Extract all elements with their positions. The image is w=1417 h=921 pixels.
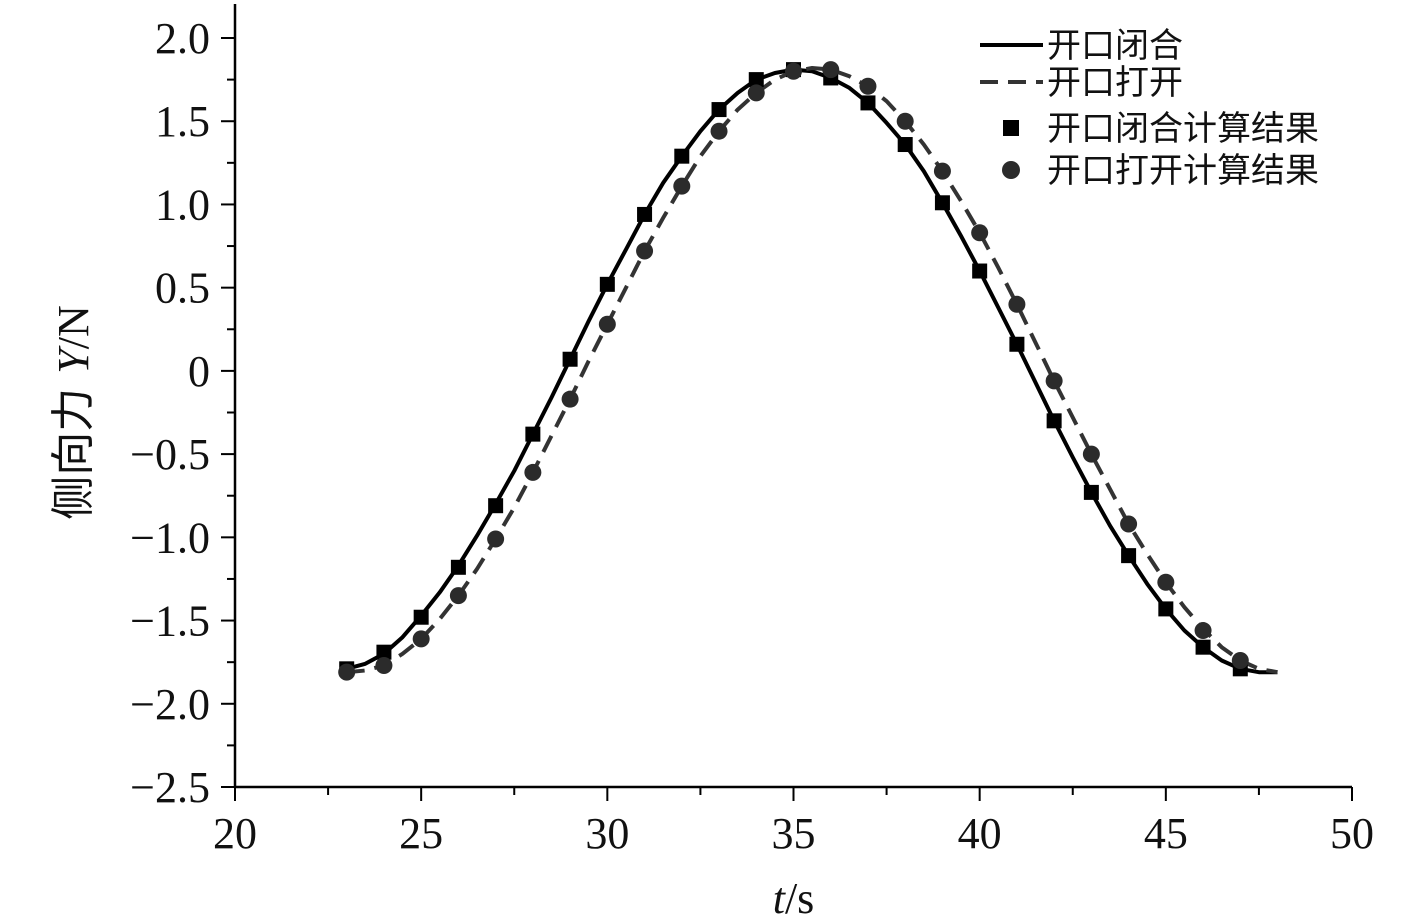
data-point-square bbox=[897, 137, 913, 153]
series-line bbox=[346, 66, 1278, 675]
data-point-circle bbox=[338, 663, 356, 681]
data-point-square bbox=[376, 644, 392, 660]
legend-label: 开口打开 bbox=[1047, 63, 1183, 103]
data-point-circle bbox=[1082, 445, 1100, 463]
data-point-square bbox=[599, 276, 615, 292]
data-point-circle bbox=[673, 177, 691, 195]
x-tick-label: 40 bbox=[958, 809, 1002, 858]
x-tick-label: 45 bbox=[1144, 809, 1188, 858]
data-point-square bbox=[934, 195, 950, 211]
data-point-circle bbox=[598, 315, 616, 333]
series-3 bbox=[339, 62, 1248, 677]
y-tick-label: 1.0 bbox=[155, 180, 210, 229]
y-tick-label: −0.5 bbox=[130, 430, 210, 479]
data-point-square bbox=[972, 263, 988, 279]
series-1 bbox=[346, 67, 1278, 675]
data-point-square bbox=[450, 559, 466, 575]
legend-label: 开口打开计算结果 bbox=[1047, 151, 1319, 191]
data-point-square bbox=[413, 609, 429, 625]
x-axis-title-var: t bbox=[773, 874, 787, 921]
x-axis-title: t/s bbox=[773, 874, 815, 921]
data-point-circle bbox=[785, 62, 802, 80]
data-point-circle bbox=[933, 162, 951, 180]
y-tick-label: 1.5 bbox=[155, 97, 210, 146]
data-point-square bbox=[1195, 639, 1211, 655]
legend-item: 开口打开 bbox=[980, 63, 1183, 103]
legend-swatch bbox=[1003, 120, 1019, 136]
legend-label: 开口闭合计算结果 bbox=[1047, 109, 1319, 149]
data-point-square bbox=[488, 498, 504, 514]
y-axis-title-label: 侧向力 bbox=[48, 374, 99, 520]
data-point-circle bbox=[412, 630, 430, 648]
data-point-circle bbox=[747, 84, 765, 102]
y-tick-label: 2.0 bbox=[155, 14, 210, 63]
series-4 bbox=[338, 61, 1249, 681]
data-point-circle bbox=[561, 390, 579, 408]
data-point-square bbox=[525, 426, 541, 442]
data-point-square bbox=[674, 148, 690, 164]
legend-label: 开口闭合 bbox=[1047, 26, 1183, 66]
data-point-square bbox=[1009, 336, 1025, 352]
y-tick-label: 0 bbox=[188, 347, 210, 396]
legend-swatch bbox=[1002, 161, 1020, 179]
data-point-circle bbox=[971, 224, 989, 242]
y-tick-label: −1.0 bbox=[130, 513, 210, 562]
x-tick-label: 30 bbox=[585, 809, 629, 858]
data-point-circle bbox=[1231, 652, 1249, 670]
data-point-circle bbox=[1120, 515, 1138, 533]
series-2 bbox=[346, 66, 1278, 675]
data-point-square bbox=[748, 72, 764, 88]
plot-area bbox=[338, 61, 1278, 681]
data-point-square bbox=[860, 95, 876, 111]
data-point-square bbox=[562, 351, 578, 367]
data-point-square bbox=[1083, 484, 1099, 500]
data-point-square bbox=[637, 206, 653, 222]
data-point-square bbox=[1121, 548, 1137, 564]
data-point-circle bbox=[1157, 573, 1175, 591]
x-tick-label: 20 bbox=[213, 809, 257, 858]
legend-item: 开口闭合计算结果 bbox=[1003, 109, 1319, 149]
x-tick-label: 35 bbox=[772, 809, 816, 858]
data-point-circle bbox=[524, 463, 542, 481]
y-axis-title-unit: /N bbox=[49, 305, 98, 349]
y-tick-label: 0.5 bbox=[155, 264, 210, 313]
data-point-circle bbox=[636, 242, 654, 260]
data-point-circle bbox=[710, 122, 728, 140]
data-point-square bbox=[711, 102, 727, 118]
data-point-square bbox=[1046, 413, 1062, 429]
data-point-circle bbox=[822, 61, 840, 79]
data-point-circle bbox=[896, 112, 914, 130]
x-tick-label: 50 bbox=[1330, 809, 1374, 858]
y-axis-ticks: 2.0 1.5 1.0 0.5 0 −0.5 −1.0 −1.5 −2.0 −2.5 bbox=[130, 14, 235, 812]
data-point-circle bbox=[1194, 622, 1212, 640]
y-axis-title: 侧向力 Y/N bbox=[48, 305, 99, 519]
data-point-circle bbox=[449, 587, 467, 605]
series-line bbox=[346, 67, 1278, 675]
data-point-circle bbox=[859, 77, 877, 95]
y-tick-label: −2.0 bbox=[130, 680, 210, 729]
y-tick-label: −2.5 bbox=[130, 763, 210, 812]
legend-item: 开口打开计算结果 bbox=[1002, 151, 1319, 191]
legend-item: 开口闭合 bbox=[980, 26, 1183, 66]
data-point-circle bbox=[1045, 372, 1063, 390]
y-tick-label: −1.5 bbox=[130, 597, 210, 646]
x-axis-ticks: 20 25 30 35 40 45 50 bbox=[213, 787, 1374, 858]
data-point-circle bbox=[375, 656, 393, 674]
y-axis-title-var: Y bbox=[49, 345, 98, 374]
x-tick-label: 25 bbox=[399, 809, 443, 858]
data-point-circle bbox=[1008, 295, 1026, 313]
data-point-square bbox=[1158, 601, 1174, 617]
data-point-circle bbox=[487, 530, 505, 548]
x-axis-title-unit: /s bbox=[785, 874, 814, 921]
